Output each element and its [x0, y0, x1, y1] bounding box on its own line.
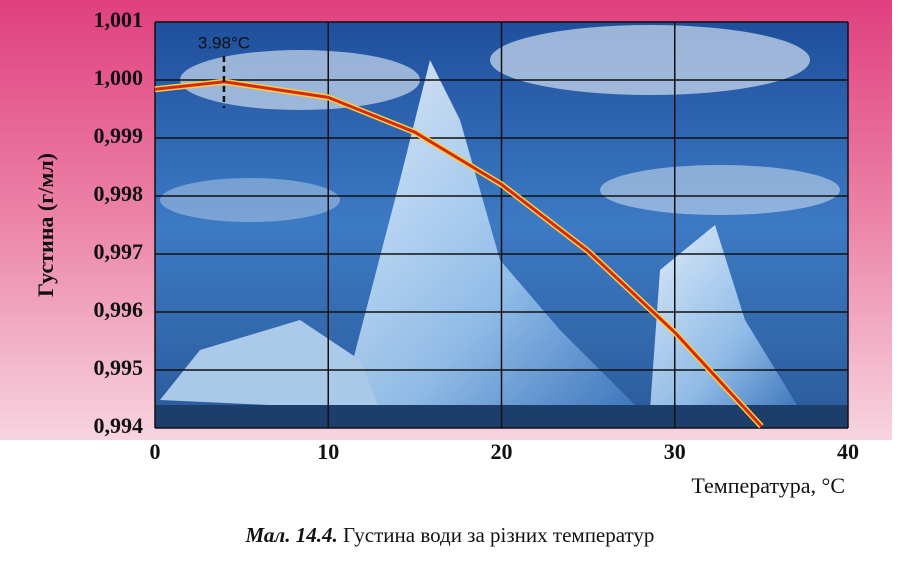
y-tick-label: 0,997	[94, 239, 144, 264]
x-tick-label: 20	[491, 439, 513, 464]
line	[154, 80, 763, 428]
x-tick-label: 30	[664, 439, 686, 464]
y-tick-label: 0,996	[94, 297, 144, 322]
y-axis-label: Густина (г/мл)	[33, 153, 58, 297]
y-tick-label: 1,000	[94, 65, 144, 90]
annotation: 3.98°C	[198, 33, 250, 52]
y-tick-label: 1,001	[94, 7, 144, 32]
x-axis-label: Температура, °C	[691, 473, 845, 498]
caption-label: Мал. 14.4.	[245, 523, 338, 547]
y-tick-label: 0,994	[94, 413, 144, 438]
grid	[154, 21, 849, 429]
caption-text: Густина води за різних температур	[343, 523, 654, 547]
marks	[154, 56, 764, 429]
x-tick-label: 40	[837, 439, 859, 464]
y-tick-label: 0,999	[94, 123, 144, 148]
x-tick-label: 0	[150, 439, 161, 464]
caption: Мал. 14.4. Густина води за різних темпер…	[245, 523, 655, 547]
y-tick-label: 0,995	[94, 355, 144, 380]
y-tick-label: 0,998	[94, 181, 144, 206]
x-tick-label: 10	[317, 439, 339, 464]
